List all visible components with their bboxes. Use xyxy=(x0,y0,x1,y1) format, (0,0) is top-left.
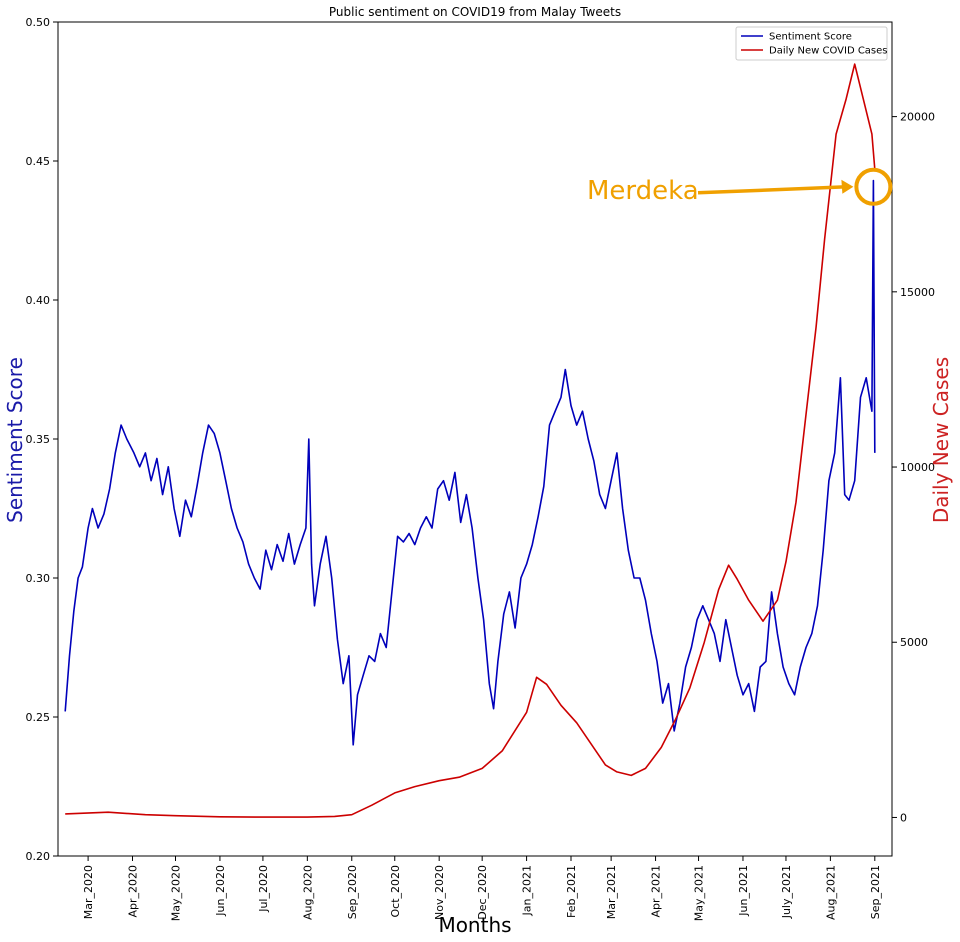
x-tick-label: July_2021 xyxy=(780,865,793,919)
merdeka-label: Merdeka xyxy=(587,176,699,206)
left-tick-label: 0.30 xyxy=(26,572,51,585)
x-axis-title: Months xyxy=(438,913,511,937)
x-tick-label: Apr_2020 xyxy=(127,865,140,918)
plot-area xyxy=(64,63,876,818)
x-tick-label: Mar_2020 xyxy=(82,865,95,919)
right-axis: 0 5000 10000 15000 20000 xyxy=(892,111,935,824)
x-tick-label: Sep_2021 xyxy=(869,865,882,919)
right-tick-label: 10000 xyxy=(900,461,935,474)
left-tick-label: 0.25 xyxy=(26,711,51,724)
merdeka-circle xyxy=(854,167,893,206)
x-tick-label: Nov_2020 xyxy=(433,865,446,920)
x-axis: Mar_2020 Apr_2020 May_2020 Jun_2020 Jul_2020… xyxy=(82,856,882,921)
x-tick-label: Jan_2021 xyxy=(521,865,534,916)
legend-label: Sentiment Score xyxy=(769,32,852,43)
x-tick-label: Oct_2020 xyxy=(389,865,402,918)
x-tick-label: Feb_2021 xyxy=(565,865,578,918)
x-tick-label: Jul_2020 xyxy=(257,865,270,913)
left-tick-label: 0.20 xyxy=(26,850,51,863)
x-tick-label: Aug_2020 xyxy=(301,865,314,920)
x-tick-label: Apr_2021 xyxy=(650,865,663,918)
merdeka-arrow-head xyxy=(841,179,854,194)
left-tick-label: 0.45 xyxy=(26,155,51,168)
x-tick-label: Mar_2021 xyxy=(605,865,618,919)
left-tick-label: 0.50 xyxy=(26,16,51,29)
x-tick-label: Dec_2020 xyxy=(476,865,489,920)
left-axis: 0.20 0.25 0.30 0.35 0.40 0.45 0.50 xyxy=(26,16,58,863)
annotation-layer: Merdeka xyxy=(587,167,893,206)
right-axis-title: Daily New Cases xyxy=(929,357,953,523)
right-tick-label: 5000 xyxy=(900,636,928,649)
x-tick-label: Sep_2020 xyxy=(346,865,359,919)
left-tick-label: 0.40 xyxy=(26,294,51,307)
right-tick-label: 15000 xyxy=(900,286,935,299)
merdeka-arrow-shaft xyxy=(697,185,848,195)
left-axis-title: Sentiment Score xyxy=(3,357,27,523)
right-tick-label: 0 xyxy=(900,811,907,824)
right-tick-label: 20000 xyxy=(900,111,935,124)
chart-title: Public sentiment on COVID19 from Malay T… xyxy=(329,5,621,19)
daily-cases-line xyxy=(65,63,876,818)
x-tick-label: May_2021 xyxy=(693,865,706,921)
legend-label: Daily New COVID Cases xyxy=(769,46,888,57)
x-tick-label: May_2020 xyxy=(170,865,183,921)
sentiment-score-line xyxy=(64,179,876,746)
legend-box xyxy=(735,26,888,61)
x-tick-label: Aug_2021 xyxy=(824,865,837,920)
plot-frame xyxy=(57,21,893,857)
x-tick-label: Jun_2021 xyxy=(737,865,750,917)
legend: Sentiment Score Daily New COVID Cases xyxy=(735,26,888,61)
left-tick-label: 0.35 xyxy=(26,433,51,446)
x-tick-label: Jun_2020 xyxy=(214,865,227,917)
